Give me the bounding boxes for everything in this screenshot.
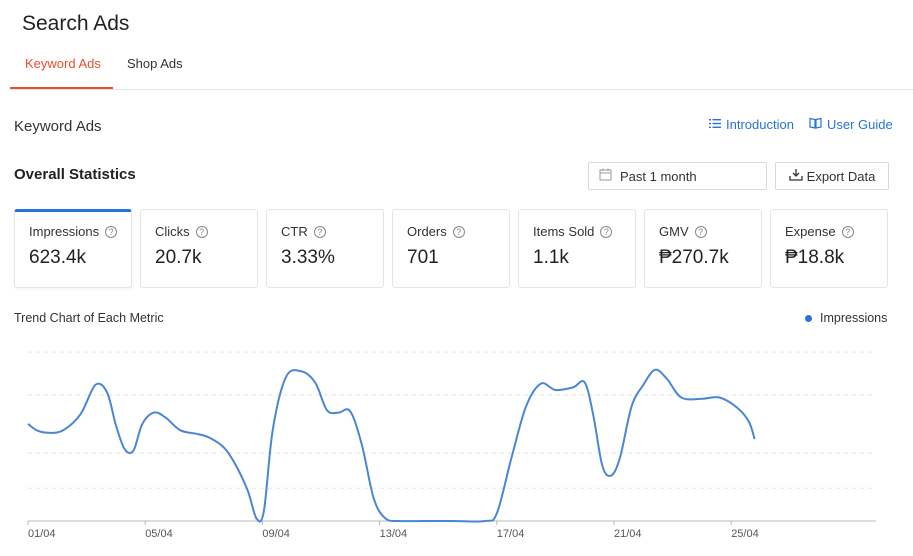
user-guide-link[interactable]: User Guide [809,117,893,132]
date-range-picker[interactable]: Past 1 month [588,162,767,190]
metric-card-clicks[interactable]: Clicks? 20.7k [140,209,258,288]
calendar-icon [599,168,612,184]
metric-card-orders[interactable]: Orders? 701 [392,209,510,288]
user-guide-label: User Guide [827,117,893,132]
metric-label: CTR [281,224,308,239]
series-line-impressions[interactable] [27,368,756,523]
trend-chart[interactable]: 01/04 05/04 09/04 13/04 17/04 21/04 25/04 [0,330,913,550]
introduction-label: Introduction [726,117,794,132]
list-icon [709,117,721,132]
metric-value: 3.33% [281,247,335,268]
metric-label: Items Sold [533,224,595,239]
tab-keyword-ads[interactable]: Keyword Ads [25,56,101,71]
x-tick-label: 09/04 [262,528,290,540]
tab-bar: Keyword Ads Shop Ads [10,40,913,90]
help-icon[interactable]: ? [452,225,465,238]
metric-label: Orders [407,224,447,239]
help-icon[interactable]: ? [195,225,208,238]
metric-value: 623.4k [29,247,87,268]
help-icon[interactable]: ? [694,225,707,238]
help-icon[interactable]: ? [600,225,613,238]
trend-chart-title: Trend Chart of Each Metric [14,311,164,325]
metric-card-expense[interactable]: Expense? ₱18.8k [770,209,888,288]
legend-dot-icon [805,314,812,322]
metric-label: Impressions [29,224,100,239]
metric-label: GMV [659,224,689,239]
introduction-link[interactable]: Introduction [709,117,794,132]
metric-card-items-sold[interactable]: Items Sold? 1.1k [518,209,636,288]
export-data-label: Export Data [806,168,876,184]
tab-shop-ads[interactable]: Shop Ads [127,56,183,71]
metric-value: ₱270.7k [659,247,729,268]
x-tick-label: 17/04 [497,528,525,540]
help-icon[interactable]: ? [313,225,326,238]
download-icon [789,168,803,184]
x-tick-label: 13/04 [380,528,408,540]
section-title: Keyword Ads [14,118,102,135]
metric-value: 1.1k [533,247,569,268]
book-icon [809,117,822,132]
metric-label: Clicks [155,224,190,239]
metric-label: Expense [785,224,836,239]
x-tick-label: 01/04 [28,528,56,540]
legend-label: Impressions [820,311,888,325]
metric-value: 701 [407,247,439,268]
help-icon[interactable]: ? [105,225,118,238]
active-tab-indicator [10,87,113,89]
metric-card-gmv[interactable]: GMV? ₱270.7k [644,209,762,288]
metric-card-ctr[interactable]: CTR? 3.33% [266,209,384,288]
metric-card-impressions[interactable]: Impressions? 623.4k [14,209,132,288]
chart-legend[interactable]: Impressions [805,311,887,325]
x-tick-label: 21/04 [614,528,642,540]
x-tick-label: 25/04 [731,528,759,540]
help-icon[interactable]: ? [841,225,854,238]
x-tick-label: 05/04 [145,528,173,540]
overall-statistics-title: Overall Statistics [14,166,136,183]
metric-value: 20.7k [155,247,202,268]
date-range-value: Past 1 month [620,168,697,184]
export-data-button[interactable]: Export Data [775,162,889,190]
metric-value: ₱18.8k [785,247,845,268]
page-title: Search Ads [22,12,130,35]
